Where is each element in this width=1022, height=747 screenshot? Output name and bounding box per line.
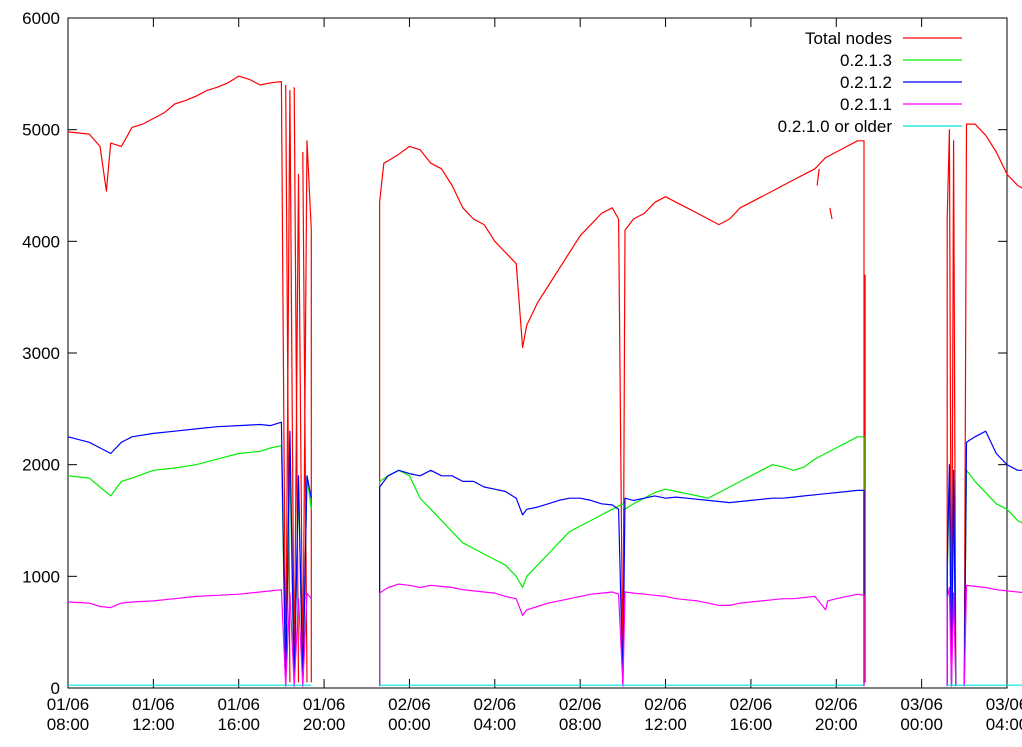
legend-entry-label: Total nodes xyxy=(805,29,892,48)
legend-entry-label: 0.2.1.2 xyxy=(840,73,892,92)
x-tick-date: 02/06 xyxy=(815,695,858,714)
series-line xyxy=(963,430,1022,685)
x-tick-time: 04:00 xyxy=(474,715,517,734)
series-line xyxy=(379,583,865,687)
x-tick-time: 00:00 xyxy=(388,715,431,734)
x-tick-time: 04:00 xyxy=(986,715,1022,734)
y-tick-label: 3000 xyxy=(22,344,60,363)
x-tick-date: 02/06 xyxy=(730,695,773,714)
x-tick-date: 02/06 xyxy=(474,695,517,714)
series-line xyxy=(946,129,957,684)
x-tick-time: 20:00 xyxy=(303,715,346,734)
y-tick-label: 0 xyxy=(51,679,60,698)
x-tick-date: 01/06 xyxy=(132,695,175,714)
y-tick-label: 5000 xyxy=(22,121,60,140)
x-tick-time: 12:00 xyxy=(132,715,175,734)
y-tick-label: 1000 xyxy=(22,567,60,586)
x-tick-time: 08:00 xyxy=(47,715,90,734)
x-tick-time: 00:00 xyxy=(900,715,943,734)
series-line xyxy=(946,464,957,686)
y-axis-ticks: 0 1000 2000 3000 4000 5000 6000 xyxy=(22,9,1007,698)
x-tick-time: 08:00 xyxy=(559,715,602,734)
x-tick-time: 12:00 xyxy=(644,715,687,734)
series-line xyxy=(379,140,865,684)
x-tick-date: 01/06 xyxy=(303,695,346,714)
x-tick-date: 01/06 xyxy=(47,695,90,714)
series-line xyxy=(67,421,312,686)
x-tick-date: 03/06 xyxy=(986,695,1022,714)
legend-entry-label: 0.2.1.3 xyxy=(840,51,892,70)
x-axis-ticks: 01/0608:0001/0612:0001/0616:0001/0620:00… xyxy=(47,18,1022,734)
legend-entry-label: 0.2.1.0 or older xyxy=(778,117,893,136)
legend: Total nodes 0.2.1.3 0.2.1.2 0.2.1.1 0.2.1.0 … xyxy=(778,29,962,136)
series-line xyxy=(946,586,957,687)
series-line xyxy=(816,168,820,186)
series-line xyxy=(302,151,308,683)
x-tick-time: 16:00 xyxy=(730,715,773,734)
series-line xyxy=(963,469,1022,686)
series-3 xyxy=(67,583,1022,687)
x-tick-date: 03/06 xyxy=(900,695,943,714)
series-line xyxy=(67,75,312,684)
series-line xyxy=(67,445,312,687)
x-tick-date: 02/06 xyxy=(388,695,431,714)
y-tick-label: 6000 xyxy=(22,9,60,28)
series-line xyxy=(293,87,300,683)
x-tick-date: 01/06 xyxy=(217,695,260,714)
series-line xyxy=(67,589,312,687)
legend-entry-label: 0.2.1.1 xyxy=(840,95,892,114)
series-line xyxy=(379,436,865,686)
y-tick-label: 4000 xyxy=(22,232,60,251)
series-line xyxy=(829,207,833,220)
series-1 xyxy=(67,436,1022,687)
series-0 xyxy=(67,75,1022,684)
y-tick-label: 2000 xyxy=(22,456,60,475)
series-layer xyxy=(67,75,1022,687)
x-tick-time: 20:00 xyxy=(815,715,858,734)
series-line xyxy=(963,584,1022,687)
x-tick-time: 16:00 xyxy=(217,715,260,734)
series-line xyxy=(285,84,291,683)
series-line xyxy=(963,123,1022,683)
x-tick-date: 02/06 xyxy=(559,695,602,714)
x-tick-date: 02/06 xyxy=(644,695,687,714)
series-line xyxy=(379,469,865,686)
series-2 xyxy=(67,421,1022,686)
